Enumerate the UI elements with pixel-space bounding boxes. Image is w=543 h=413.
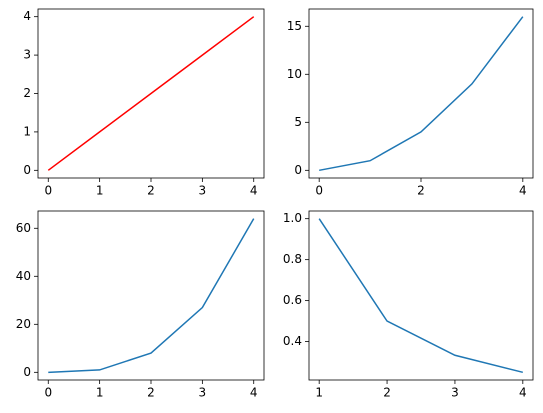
x-tick-label: 2 [147, 386, 155, 400]
y-tick-label: 20 [16, 317, 31, 331]
y-tick-label: 60 [16, 221, 31, 235]
y-tick-label: 0.8 [283, 252, 302, 266]
y-tick-label: 0.6 [283, 293, 302, 307]
y-tick-label: 0.4 [283, 334, 302, 348]
y-tick-label: 5 [294, 115, 302, 129]
x-tick-label: 0 [44, 184, 52, 198]
x-tick-label: 2 [417, 184, 425, 198]
data-line [319, 16, 524, 172]
axes-frame [37, 210, 265, 381]
x-tick-label: 4 [250, 184, 258, 198]
y-tick-label: 40 [16, 269, 31, 283]
data-line [48, 218, 255, 374]
y-tick-label: 1 [23, 124, 31, 138]
axes-frame [308, 8, 534, 179]
x-tick-label: 4 [250, 386, 258, 400]
data-line [47, 16, 255, 171]
axes-frame [37, 8, 265, 179]
x-tick-label: 1 [315, 386, 323, 400]
y-tick-label: 0 [23, 365, 31, 379]
axes-frame [308, 210, 534, 381]
y-tick-label: 0 [23, 163, 31, 177]
x-tick-label: 3 [199, 386, 207, 400]
y-tick-label: 3 [23, 48, 31, 62]
x-tick-label: 4 [519, 386, 527, 400]
y-tick-label: 15 [287, 19, 302, 33]
x-tick-label: 3 [451, 386, 459, 400]
x-tick-label: 1 [96, 184, 104, 198]
x-tick-label: 0 [44, 386, 52, 400]
y-tick-label: 1.0 [283, 211, 302, 225]
y-tick-label: 4 [23, 9, 31, 23]
x-tick-label: 2 [147, 184, 155, 198]
y-tick-label: 10 [287, 67, 302, 81]
x-tick-label: 0 [315, 184, 323, 198]
data-line [318, 218, 524, 374]
x-tick-label: 4 [519, 184, 527, 198]
y-tick-label: 0 [294, 163, 302, 177]
x-tick-label: 1 [96, 386, 104, 400]
x-tick-label: 2 [383, 386, 391, 400]
x-tick-label: 3 [199, 184, 207, 198]
y-tick-label: 2 [23, 86, 31, 100]
